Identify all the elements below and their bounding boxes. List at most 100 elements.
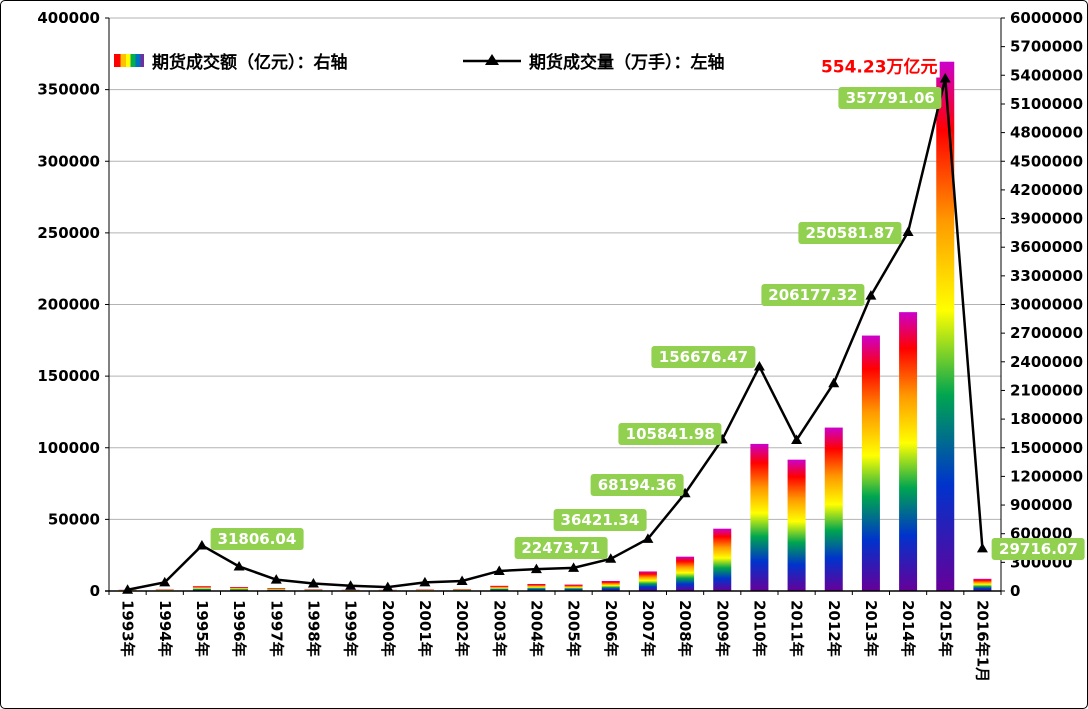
line-marker-2000年 [382,581,394,592]
line-marker-2010年 [753,361,765,371]
legend-item-turnover: 期货成交额（亿元）：右轴 [114,47,348,73]
bar-2008年 [676,556,695,591]
line-marker-2015年 [939,72,951,83]
x-axis-label-2001年: 2001年 [416,600,434,657]
line-marker-1998年 [307,578,319,588]
right-axis-label: 0 [1010,582,1020,600]
bar-1996年 [230,586,249,591]
legend-label-turnover: 期货成交额（亿元）：右轴 [152,52,348,73]
x-axis-label-2014年: 2014年 [899,600,917,657]
left-axis-label: 400000 [37,9,100,27]
x-axis-label-2005年: 2005年 [565,600,583,657]
x-axis-label-2011年: 2011年 [788,600,806,657]
data-label-1995年: 31806.04 [210,528,304,551]
line-marker-2011年 [791,434,803,444]
line-marker-2016年1月 [976,542,988,553]
line-marker-1993年 [122,584,134,594]
data-label-2006年: 22473.71 [514,536,608,559]
right-axis-label: 5700000 [1010,38,1083,56]
data-label-2010年: 156676.47 [651,345,756,368]
bar-2016年1月 [973,578,992,591]
data-label-2009年: 105841.98 [618,423,722,446]
x-axis-label-2010年: 2010年 [750,600,768,657]
bar-2013年 [861,335,880,591]
left-axis-label: 100000 [37,439,100,457]
bar-2007年 [638,571,657,591]
x-axis-label-2000年: 2000年 [379,600,397,657]
x-axis-label-2004年: 2004年 [527,600,545,657]
line-marker-1996年 [233,560,245,571]
left-axis-label: 350000 [37,81,100,99]
x-axis-label-2012年: 2012年 [825,600,843,657]
right-axis-label: 3300000 [1010,267,1083,285]
line-marker-2014年 [902,226,914,237]
right-axis-label: 600000 [1010,525,1073,543]
x-axis-label-2007年: 2007年 [639,600,657,657]
right-axis-label: 6000000 [1010,9,1083,27]
line-marker-2012年 [828,377,840,388]
left-axis-label: 0 [90,582,100,600]
right-axis-label: 3600000 [1010,238,1083,256]
bar-2011年 [787,459,806,591]
bar-1997年 [267,588,286,591]
line-marker-1997年 [270,574,282,584]
right-axis-label: 1500000 [1010,439,1083,457]
right-axis-label: 4200000 [1010,181,1083,199]
right-axis-label: 2700000 [1010,324,1083,342]
x-axis-label-1993年: 1993年 [119,600,137,657]
data-label-2015年: 357791.06 [838,87,942,110]
x-axis-label-1999年: 1999年 [342,600,360,657]
data-label-2016年1月: 29716.07 [992,538,1085,561]
right-axis-label: 4500000 [1010,152,1083,170]
data-label-2008年: 68194.36 [590,474,684,497]
bar-2012年 [824,427,843,591]
bar-1995年 [192,586,211,591]
left-axis-label: 50000 [48,510,100,528]
x-axis-label-2006年: 2006年 [602,600,620,657]
x-axis-label-1996年: 1996年 [230,600,248,657]
line-marker-2001年 [419,576,431,587]
left-axis-label: 300000 [37,152,100,170]
line-marker-1995年 [196,539,208,550]
line-marker-2013年 [865,290,877,300]
x-axis-label-1994年: 1994年 [156,600,174,657]
line-triangle-swatch-icon [463,53,521,67]
x-axis-label-1998年: 1998年 [304,600,322,657]
line-marker-2002年 [456,575,468,586]
right-axis-label: 1800000 [1010,410,1083,428]
line-marker-2006年 [605,553,617,563]
data-label-2013年: 206177.32 [761,283,865,306]
x-axis-label-1997年: 1997年 [267,600,285,657]
x-axis-label-2003年: 2003年 [490,600,508,657]
bar-2003年 [490,585,509,591]
right-axis-label: 2400000 [1010,353,1083,371]
bar-2002年 [453,589,472,591]
bar-2004年 [527,583,546,591]
x-axis-label-2016年1月: 2016年1月 [973,600,991,682]
line-marker-2003年 [493,565,505,575]
line-marker-2007年 [642,533,654,543]
bar-1994年 [155,589,174,591]
right-axis-label: 4800000 [1010,124,1083,142]
bar-2014年 [899,312,918,591]
right-axis-label: 5400000 [1010,66,1083,84]
annotation-turnover-2015: 554.23万亿元 [818,52,940,78]
bar-1998年 [304,589,323,591]
x-axis-label-1995年: 1995年 [193,600,211,657]
left-axis-label: 250000 [37,224,100,242]
legend-item-volume: 期货成交量（万手）：左轴 [463,47,725,73]
right-axis-label: 1200000 [1010,467,1083,485]
line-marker-2004年 [530,563,542,574]
line-marker-1994年 [159,576,171,587]
left-axis-label: 200000 [37,296,100,314]
left-axis-label: 150000 [37,367,100,385]
right-axis-label: 900000 [1010,496,1073,514]
rainbow-bar-swatch-icon [114,53,144,67]
data-label-2014年: 250581.87 [798,222,902,245]
right-axis-label: 2100000 [1010,381,1083,399]
legend-label-volume: 期货成交量（万手）：左轴 [529,52,725,73]
x-axis-label-2008年: 2008年 [676,600,694,657]
volume-line [127,78,984,591]
